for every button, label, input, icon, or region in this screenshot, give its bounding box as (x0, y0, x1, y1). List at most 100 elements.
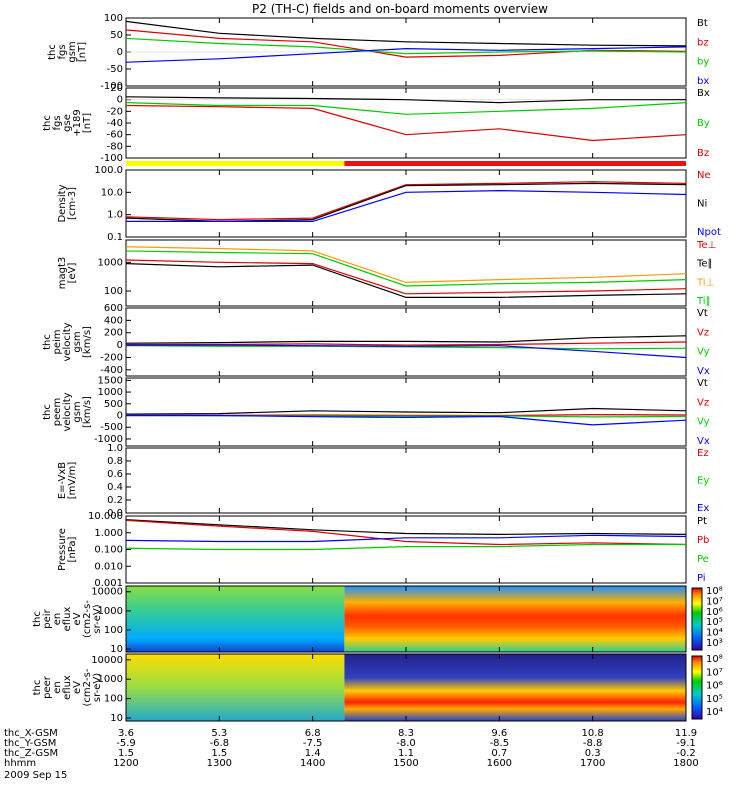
y-tick-label: 0.4 (107, 482, 123, 493)
panel-fgs: 100 50 0 -50 -100 thc fgs gsm [nT] Bt bz by bx (47, 13, 709, 92)
colorbar-tick-label: 10⁷ (706, 596, 723, 607)
y-tick-label: 1000 (98, 257, 123, 268)
status-bar-red (344, 161, 686, 166)
y-tick-label: 10000 (91, 587, 123, 598)
spectrogram-late-region (344, 654, 686, 721)
y-tick-label: 0.6 (107, 469, 123, 480)
y-tick-label: -500 (100, 422, 123, 433)
legend-entry: Ex (697, 503, 709, 514)
y-axis-label: peem (52, 398, 63, 426)
y-tick-label: 10.0 (101, 187, 123, 198)
series-line-Bt (125, 20, 687, 47)
series-line-Pt (125, 519, 687, 536)
y-axis-label: sr-eV) (92, 673, 103, 702)
series-line-bx (125, 46, 687, 63)
y-tick-label: 1.0 (107, 210, 123, 221)
y-tick-label: 100.0 (94, 165, 123, 176)
footer-value: 1.4 (305, 748, 321, 759)
legend-entry: Ey (697, 476, 709, 487)
y-tick-label: 0 (117, 47, 123, 58)
y-axis-label: thc (32, 611, 43, 627)
footer-value: 0.3 (585, 748, 601, 759)
status-bar (126, 161, 686, 166)
legend-entry: Pi (697, 573, 706, 584)
series-line-By (125, 102, 687, 115)
y-axis-label: Pressure (57, 528, 68, 571)
series-line-Ti⊥ (125, 246, 687, 284)
y-axis-label: fgs (57, 44, 68, 59)
y-axis-label: [km/s] (82, 396, 93, 428)
panel-frame (125, 169, 687, 238)
legend-entry: bx (697, 76, 709, 87)
y-axis-label: [km/s] (82, 326, 93, 358)
y-axis-label: [nT] (77, 42, 88, 62)
series-line-Pb (125, 519, 687, 546)
y-axis-label: sr-eV) (92, 604, 103, 633)
legend-entry: Ti⊥ (696, 277, 714, 288)
legend-entry: Vx (697, 366, 710, 377)
legend-entry: bz (697, 37, 709, 48)
y-tick-label: -40 (107, 118, 123, 129)
series-line-Bz (125, 104, 687, 142)
footer-value: -9.1 (676, 738, 696, 749)
y-axis-label: thc (32, 680, 43, 696)
footer-value: 1.1 (398, 748, 414, 759)
legend-entry: Bz (697, 148, 709, 159)
footer-ephemeris: thc_X-GSM 3.6 5.3 6.8 8.3 9.6 10.8 11.9 thc_Y-GS… (4, 728, 699, 781)
y-tick-label: 1000 (98, 606, 123, 617)
series-line-Bx (125, 96, 686, 104)
colorbar (691, 587, 703, 651)
footer-value: -5.9 (116, 738, 136, 749)
y-axis-label: thc (42, 334, 53, 350)
series-line-Vt (125, 335, 687, 344)
y-tick-label: -60 (107, 130, 123, 141)
legend-entry: Ez (697, 448, 709, 459)
legend-entry: Vy (697, 347, 710, 358)
y-axis-label: eV (72, 612, 83, 625)
y-axis-label: [nPa] (67, 536, 78, 562)
y-axis-label: en (52, 613, 63, 626)
y-axis-label: E=-VxB (57, 462, 68, 499)
footer-value: 1300 (207, 758, 232, 769)
y-tick-label: 1500 (98, 375, 123, 386)
y-tick-label: 10 (110, 713, 123, 724)
legend-entry: Pb (697, 535, 709, 546)
panel-frame (125, 447, 687, 514)
y-axis-label: [cm-3] (67, 187, 78, 220)
y-axis-label: (cm2-s- (82, 668, 93, 706)
colorbar-tick-label: 10⁸ (706, 654, 723, 665)
y-tick-label: 500 (104, 399, 123, 410)
status-bar-yellow (126, 161, 345, 166)
colorbar-tick-label: 10⁶ (706, 607, 723, 618)
colorbar (691, 655, 703, 720)
y-tick-label: 600 (104, 303, 123, 314)
y-axis-label: gsm (72, 331, 83, 352)
colorbar-tick-label: 10⁴ (706, 707, 723, 718)
footer-value: 1.5 (118, 748, 134, 759)
footer-value: 5.3 (211, 728, 227, 739)
footer-row-label: thc_Z-GSM (4, 748, 58, 759)
legend-entry: Vt (697, 308, 708, 319)
series-line-Ni (125, 182, 687, 223)
legend-entry: Pe (697, 554, 709, 565)
y-tick-label: 0 (117, 340, 123, 351)
legend-entry: Bx (697, 88, 710, 99)
y-tick-label: -100 (100, 81, 123, 92)
y-tick-label: 20 (110, 83, 123, 94)
legend-entry: Ti∥ (696, 296, 711, 307)
y-tick-label: -200 (100, 352, 123, 363)
legend-entry: Ne (697, 170, 711, 181)
footer-value: 1200 (113, 758, 138, 769)
series-line-Vx (126, 414, 687, 426)
y-axis-label: magt3 (57, 257, 68, 290)
colorbar-tick-label: 10³ (706, 638, 723, 649)
y-tick-label: 50 (110, 30, 123, 41)
footer-value: 8.3 (398, 728, 414, 739)
y-tick-label: -80 (107, 141, 123, 152)
y-tick-label: 1.000 (94, 528, 123, 539)
legend-entry: Pt (697, 516, 707, 527)
